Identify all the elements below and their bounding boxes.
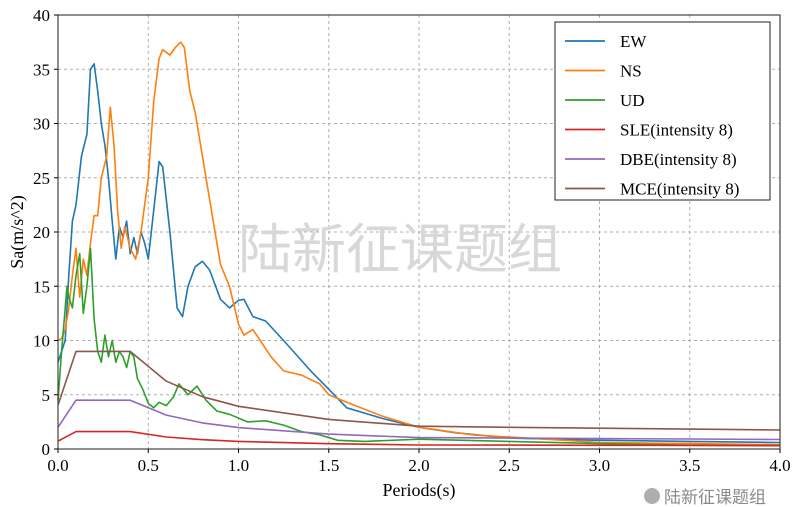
x-tick-label: 0.5 xyxy=(138,456,159,475)
legend-label: MCE(intensity 8) xyxy=(620,180,739,199)
corner-watermark: 陆新征课题组 xyxy=(644,488,766,507)
y-tick-label: 40 xyxy=(33,6,50,25)
x-tick-label: 3.5 xyxy=(679,456,700,475)
legend-label: UD xyxy=(620,91,645,110)
corner-watermark-text: 陆新征课题组 xyxy=(664,488,766,507)
series-line-ew xyxy=(57,62,781,444)
x-tick-label: 3.0 xyxy=(589,456,610,475)
wechat-icon xyxy=(644,488,660,504)
center-watermark: 陆新征课题组 xyxy=(238,218,562,281)
y-tick-label: 30 xyxy=(33,115,50,134)
x-tick-label: 2.0 xyxy=(408,456,429,475)
x-tick-label: 1.0 xyxy=(228,456,249,475)
x-axis-label: Periods(s) xyxy=(383,480,456,501)
y-tick-label: 35 xyxy=(33,60,50,79)
legend-label: DBE(intensity 8) xyxy=(620,150,737,169)
y-tick-label: 15 xyxy=(33,277,50,296)
series-line-dbe xyxy=(57,399,781,441)
y-tick-label: 25 xyxy=(33,169,50,188)
x-tick-label: 4.0 xyxy=(769,456,790,475)
series-lines xyxy=(57,41,781,447)
y-tick-label: 0 xyxy=(42,440,51,459)
y-tick-label: 5 xyxy=(42,386,51,405)
series-line-mce xyxy=(57,350,781,431)
x-tick-label: 0.0 xyxy=(47,456,68,475)
legend-label: SLE(intensity 8) xyxy=(620,121,733,140)
legend: EW NS UD SLE(intensity 8) DBE(intensity 8) MC… xyxy=(554,21,771,201)
axis-ticks: 0.0 0.5 1.0 1.5 2.0 2.5 3.0 3.5 4.0 0 5 10 15 20 25 30 3… xyxy=(33,6,791,475)
legend-label: NS xyxy=(620,62,642,81)
x-tick-label: 1.5 xyxy=(318,456,339,475)
series-line-sle xyxy=(57,430,781,447)
y-axis-label: Sa(m/s^2) xyxy=(7,195,28,268)
legend-label: EW xyxy=(620,32,647,51)
x-tick-label: 2.5 xyxy=(499,456,520,475)
y-tick-label: 20 xyxy=(33,223,50,242)
legend-box xyxy=(554,21,771,201)
y-tick-label: 10 xyxy=(33,332,50,351)
